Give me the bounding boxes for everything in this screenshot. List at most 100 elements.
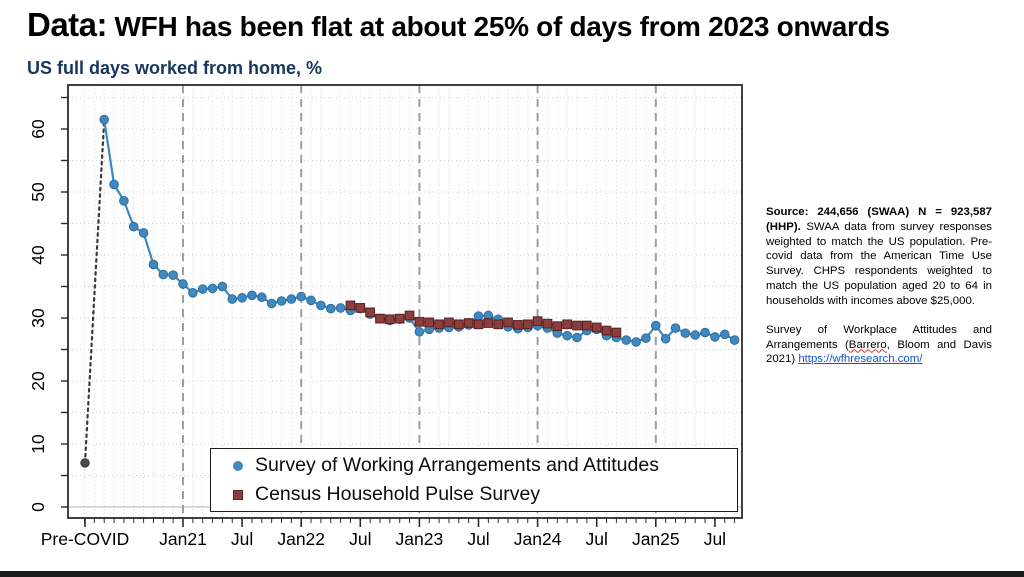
swaa-point (621, 335, 632, 345)
swaa-point (572, 332, 582, 343)
swaa-point (473, 311, 484, 321)
swaa-point (128, 221, 139, 232)
citation-text: Survey of Workplace Attitudes and Arrang… (766, 323, 992, 351)
chps-point (404, 310, 415, 321)
legend-label-chps: Census Household Pulse Survey (255, 483, 541, 505)
swaa-point (306, 295, 316, 306)
swaa-point (178, 279, 188, 289)
swaa-point (148, 259, 159, 270)
x-tick-label: Jul (467, 529, 489, 549)
chart-subtitle: US full days worked from home, % (27, 58, 323, 78)
chps-series (345, 300, 622, 338)
chps-point (503, 317, 513, 328)
source-note: Source: 244,656 (SWAA) N = 923,587 (HHP)… (766, 205, 992, 367)
x-tick-label: Jul (349, 529, 371, 549)
wfhresearch-link[interactable]: https://wfhresearch.com/ (798, 353, 923, 366)
swaa-point (276, 296, 287, 306)
swaa-point (247, 290, 257, 301)
chps-point (345, 300, 356, 311)
y-tick-label: 60 (28, 119, 48, 139)
chps-point (444, 317, 454, 328)
swaa-point (227, 294, 238, 304)
swaa-point (168, 270, 178, 280)
chps-point (552, 321, 563, 332)
chps-point (513, 320, 523, 330)
citation-text-2: , Bloom and Davis 2021) (766, 338, 993, 366)
swaa-point (562, 330, 572, 341)
y-tick-label: 50 (28, 182, 48, 202)
grid-vertical-monthly (84, 85, 736, 518)
legend-item-swaa: Survey of Working Arrangements and Attit… (221, 452, 737, 480)
slide-bottom-border (0, 571, 1024, 577)
citation-paragraph: Survey of Workplace Attitudes and Arrang… (766, 323, 992, 367)
chps-point (453, 319, 464, 330)
x-tick-label: Jan22 (277, 529, 325, 549)
swaa-point (641, 333, 651, 343)
swaa-point (217, 281, 228, 292)
chart-legend: Survey of Working Arrangements and Attit… (210, 448, 738, 512)
x-tick-label: Jan21 (159, 529, 207, 549)
y-tick-label: 20 (28, 371, 48, 391)
y-tick-label: 0 (28, 502, 48, 512)
page-title: Data: WFH has been flat at about 25% of … (27, 6, 890, 44)
chps-marker-icon (233, 489, 243, 500)
source-paragraph: Source: 244,656 (SWAA) N = 923,587 (HHP)… (766, 205, 992, 309)
y-tick-label: 30 (28, 308, 48, 328)
chps-point (591, 322, 602, 333)
chps-point (424, 317, 435, 328)
source-body-text: SWAA data from survey responses weighted… (766, 220, 992, 307)
source-bold-text: Source: 244,656 (SWAA) N = 923,587 (HHP)… (766, 206, 992, 233)
swaa-point (296, 291, 307, 302)
chps-point (522, 319, 533, 330)
swaa-point (237, 293, 247, 303)
swaa-point (158, 269, 169, 280)
citation-author: Barrero (848, 338, 887, 351)
title-text: WFH has been flat at about 25% of days f… (107, 11, 890, 42)
chps-point (611, 327, 622, 338)
swaa-point (188, 288, 198, 298)
chps-point (562, 319, 572, 330)
chps-point (542, 318, 553, 329)
x-tick-label: Jan25 (632, 529, 680, 549)
plot-border (67, 84, 743, 519)
chps-point (375, 313, 385, 324)
swaa-point (138, 228, 149, 238)
chps-point (394, 313, 405, 324)
chps-point (581, 320, 592, 331)
january-dashed-lines (182, 85, 657, 518)
swaa-point (729, 335, 740, 345)
y-tick-label: 10 (28, 434, 48, 454)
y-axis: 0 10 20 30 40 50 60 (28, 96, 68, 512)
x-tick-label: Jan23 (396, 529, 444, 549)
swaa-point (700, 327, 710, 338)
chps-point (532, 316, 543, 327)
x-tick-label: Jul (704, 529, 726, 549)
swaa-point (119, 196, 129, 206)
chps-point (473, 319, 484, 330)
chps-point (384, 314, 395, 325)
swaa-point (690, 330, 701, 340)
chps-point (493, 319, 504, 330)
swaa-point (660, 333, 671, 344)
swaa-point (325, 303, 336, 314)
swaa-point (316, 300, 326, 311)
swaa-point (414, 327, 425, 337)
x-tick-label: Pre-COVID (41, 529, 129, 549)
chps-point (572, 320, 582, 331)
chps-point (434, 319, 444, 330)
x-tick-label: Jul (231, 529, 253, 549)
chps-point (601, 325, 612, 336)
swaa-point (266, 298, 277, 309)
swaa-point (680, 328, 691, 338)
title-prefix: Data: (27, 6, 108, 43)
chps-point (355, 303, 366, 313)
chps-point (414, 316, 425, 327)
swaa-point (670, 323, 681, 333)
x-tick-label: Jan24 (514, 529, 562, 549)
swaa-point (710, 332, 720, 342)
swaa-point (286, 294, 297, 304)
precovid-point (80, 458, 90, 468)
swaa-marker-icon (233, 460, 243, 471)
